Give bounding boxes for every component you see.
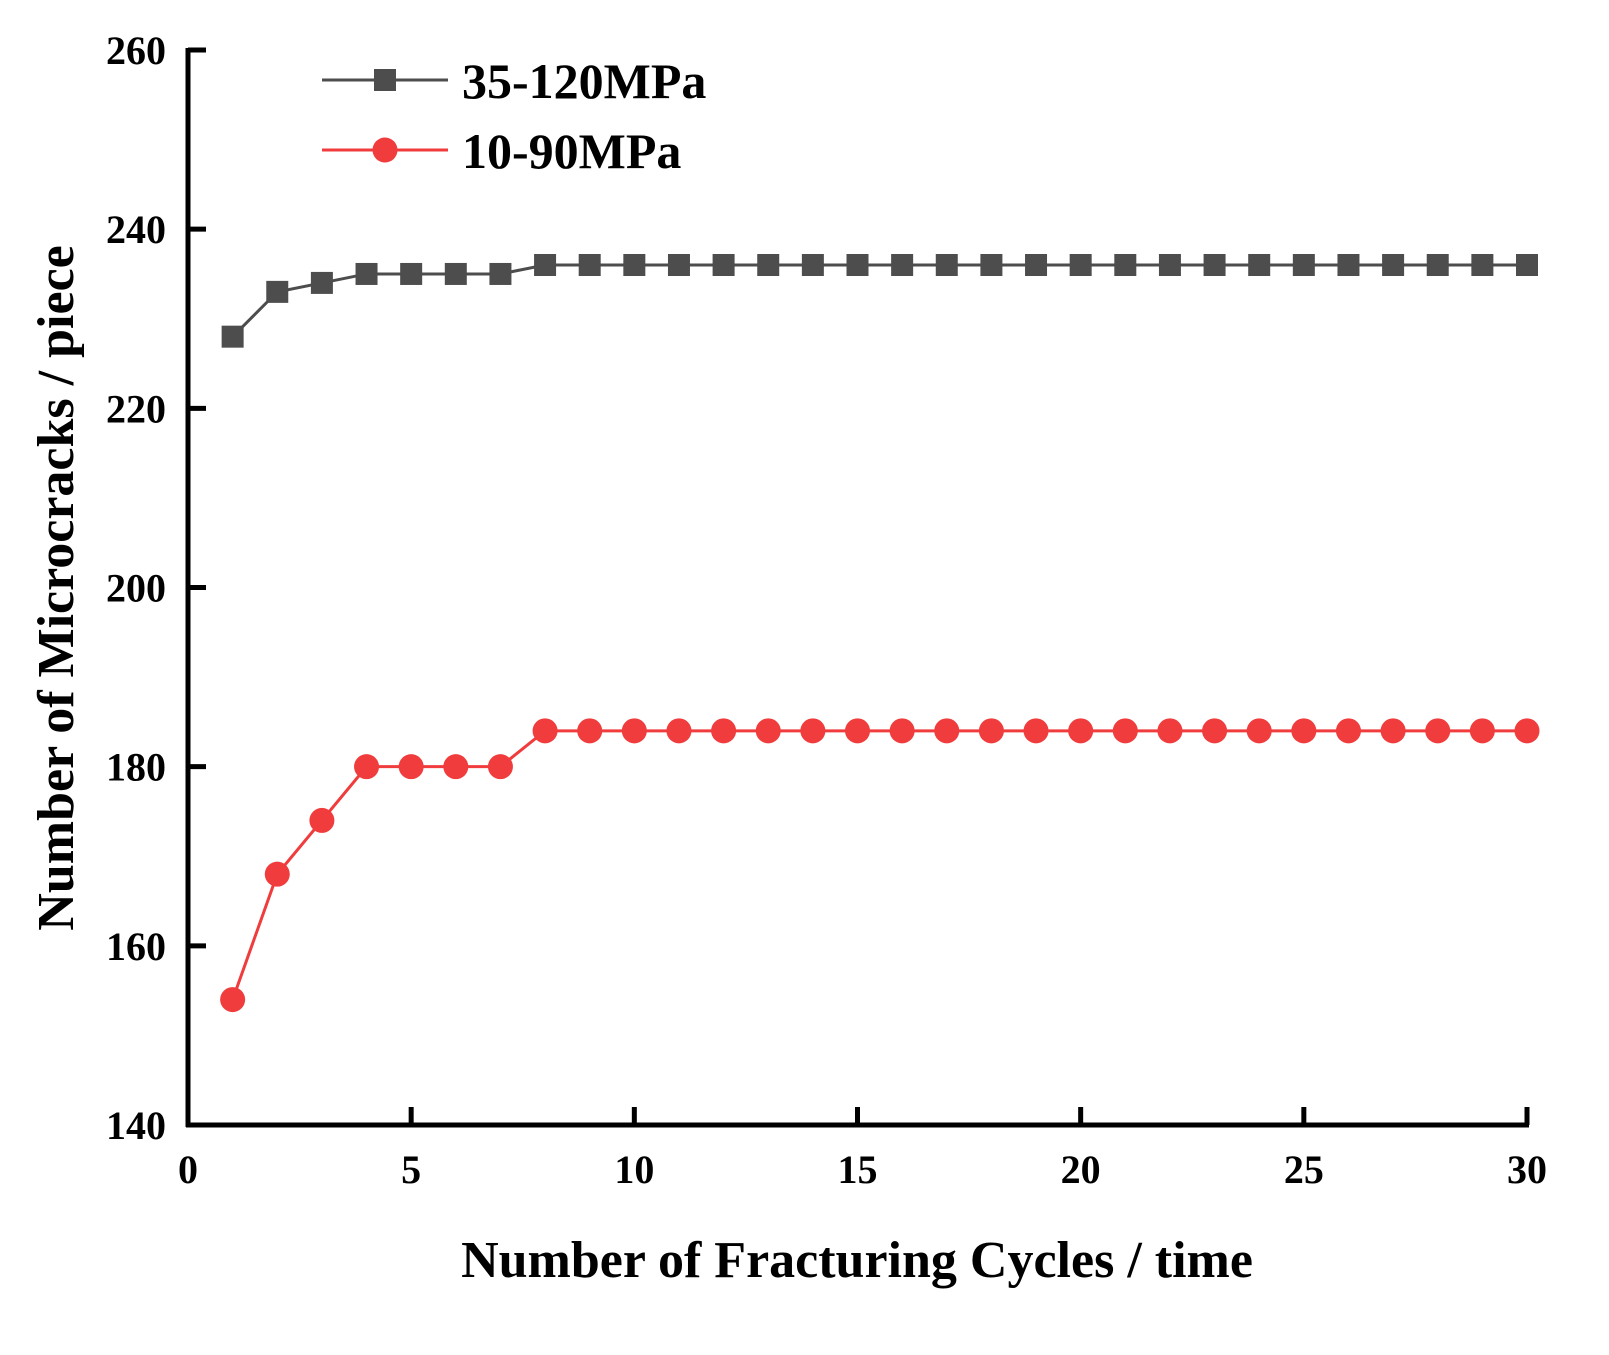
- legend: 35-120MPa 10-90MPa: [322, 53, 706, 179]
- series-35-120MPa: [221, 254, 1538, 348]
- data-point: [711, 718, 737, 744]
- plot-area: [220, 254, 1540, 1013]
- data-point: [1157, 718, 1183, 744]
- x-tick-label: 10: [614, 1147, 654, 1192]
- y-tick-label: 220: [106, 386, 166, 431]
- data-point: [1023, 718, 1049, 744]
- data-point: [266, 280, 289, 303]
- y-axis-label: Number of Microcracks / piece: [28, 245, 85, 930]
- data-point: [1469, 718, 1495, 744]
- data-point: [1068, 718, 1094, 744]
- data-point: [980, 254, 1003, 276]
- data-point: [354, 754, 380, 780]
- data-point: [845, 718, 870, 744]
- data-point: [534, 254, 557, 276]
- data-point: [800, 718, 826, 744]
- data-point: [400, 262, 423, 285]
- data-point: [310, 271, 333, 294]
- data-point: [801, 254, 824, 276]
- data-point: [578, 254, 601, 276]
- data-point: [1158, 254, 1181, 276]
- y-tick-label: 140: [106, 1103, 166, 1148]
- data-point: [398, 754, 424, 780]
- data-point: [755, 718, 781, 744]
- data-point: [264, 861, 290, 887]
- data-point: [220, 987, 246, 1013]
- data-point: [935, 254, 958, 276]
- axes: 140 160 180 200 220 240 260 0 5 10 15 20 25 30: [106, 28, 1547, 1192]
- data-point: [1292, 254, 1315, 276]
- series-10-90MPa: [220, 718, 1540, 1013]
- data-point: [978, 718, 1004, 744]
- legend-marker: [372, 137, 398, 163]
- data-point: [487, 754, 513, 780]
- y-tick-label: 180: [106, 745, 166, 790]
- legend-label: 10-90MPa: [462, 123, 681, 179]
- data-point: [1337, 254, 1360, 276]
- data-point: [1380, 718, 1406, 744]
- data-point: [623, 254, 646, 276]
- x-axis-label: Number of Fracturing Cycles / time: [461, 1232, 1253, 1289]
- y-tick-label: 160: [106, 924, 166, 969]
- data-point: [1471, 254, 1494, 276]
- data-point: [489, 262, 512, 285]
- legend-marker: [374, 69, 396, 91]
- data-point: [1114, 254, 1137, 276]
- data-point: [1069, 254, 1092, 276]
- data-point: [1203, 254, 1226, 276]
- x-tick-label: 30: [1507, 1147, 1547, 1192]
- y-tick-label: 200: [106, 566, 166, 611]
- data-point: [1426, 254, 1449, 276]
- x-tick-label: 20: [1061, 1147, 1101, 1192]
- data-point: [846, 254, 869, 276]
- series-line: [231, 263, 1527, 338]
- x-tick-label: 25: [1284, 1147, 1324, 1192]
- x-tick-label: 0: [178, 1147, 198, 1192]
- data-point: [934, 718, 960, 744]
- data-point: [355, 262, 378, 285]
- data-point: [757, 254, 780, 276]
- legend-label: 35-120MPa: [462, 53, 706, 109]
- data-point: [1516, 254, 1538, 276]
- data-point: [1291, 718, 1317, 744]
- data-point: [712, 254, 735, 276]
- y-tick-label: 260: [106, 28, 166, 73]
- data-point: [1425, 718, 1451, 744]
- data-point: [532, 718, 558, 744]
- data-point: [1248, 254, 1271, 276]
- data-point: [309, 807, 335, 833]
- data-point: [444, 262, 467, 285]
- series-line: [231, 729, 1527, 1001]
- data-point: [221, 325, 244, 348]
- data-point: [1246, 718, 1272, 744]
- x-tick-label: 15: [838, 1147, 878, 1192]
- y-tick-label: 240: [106, 207, 166, 252]
- data-point: [621, 718, 647, 744]
- x-tick-label: 5: [401, 1147, 421, 1192]
- data-point: [1202, 718, 1228, 744]
- data-point: [1382, 254, 1405, 276]
- data-point: [443, 754, 469, 780]
- data-point: [577, 718, 603, 744]
- data-point: [667, 254, 690, 276]
- data-point: [1112, 718, 1138, 744]
- data-point: [666, 718, 692, 744]
- data-point: [1025, 254, 1048, 276]
- data-point: [889, 718, 915, 744]
- data-point: [1335, 718, 1361, 744]
- data-point: [1514, 718, 1540, 744]
- data-point: [891, 254, 914, 276]
